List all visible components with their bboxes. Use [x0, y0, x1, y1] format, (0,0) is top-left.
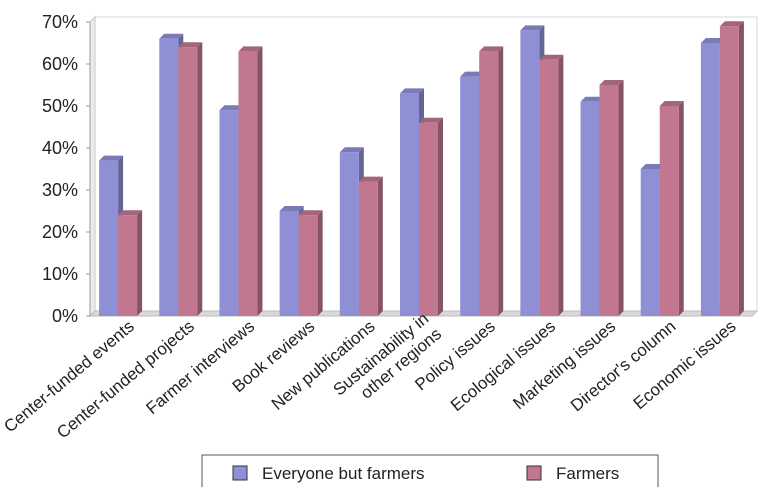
- x-category-label-line: Director's column: [567, 317, 679, 416]
- bar-side-farmers: [738, 21, 744, 316]
- bar-everyone-but-farmers: [279, 211, 299, 316]
- x-category-label: Director's column: [567, 317, 679, 416]
- bar-farmers: [479, 51, 499, 317]
- plot-side-wall: [89, 15, 96, 318]
- bar-top-everyone-but-farmers: [159, 33, 184, 39]
- bar-farmers: [238, 51, 258, 317]
- bar-everyone-but-farmers: [580, 101, 600, 316]
- bar-side-farmers: [257, 46, 263, 317]
- bar-side-farmers: [377, 176, 383, 316]
- bar-farmers: [178, 47, 198, 316]
- bar-farmers: [659, 106, 679, 316]
- bar-top-farmers: [599, 80, 624, 85]
- x-category-label: Sustainability inother regions: [330, 309, 446, 415]
- bar-top-everyone-but-farmers: [700, 38, 725, 43]
- bar-side-farmers: [618, 80, 624, 316]
- bar-everyone-but-farmers: [159, 38, 179, 317]
- bar-side-farmers: [438, 117, 443, 316]
- legend-box: [201, 454, 659, 487]
- legend-swatch-everyone-but-farmers: [232, 465, 248, 481]
- bar-top-farmers: [358, 176, 383, 182]
- bar-top-everyone-but-farmers: [400, 88, 424, 94]
- y-axis: 0% 10% 20% 30% 40% 50% 60% 70%: [42, 12, 91, 326]
- y-tick-label: 40%: [42, 138, 78, 158]
- bar-everyone-but-farmers: [640, 169, 660, 316]
- bar-side-farmers: [558, 54, 564, 317]
- bar-top-farmers: [178, 42, 203, 48]
- x-category-label: Economic issues: [630, 317, 740, 414]
- bar-top-everyone-but-farmers: [279, 206, 304, 211]
- bar-top-farmers: [479, 46, 504, 52]
- bar-farmers: [599, 85, 619, 316]
- y-tick-label: 70%: [42, 12, 78, 32]
- legend-swatch-farmers: [526, 465, 542, 481]
- y-tick-label: 10%: [42, 264, 78, 284]
- bar-top-everyone-but-farmers: [580, 96, 605, 102]
- bar-top-farmers: [539, 54, 564, 60]
- bar-farmers: [419, 122, 438, 316]
- y-tick-label: 0%: [52, 306, 78, 326]
- bar-farmers: [539, 59, 559, 317]
- bar-top-farmers: [719, 21, 744, 27]
- bar-everyone-but-farmers: [400, 93, 419, 317]
- bar-everyone-but-farmers: [460, 76, 480, 316]
- bar-top-farmers: [659, 101, 684, 106]
- x-category-label-line: Economic issues: [630, 317, 740, 414]
- y-tick-label: 30%: [42, 180, 78, 200]
- x-category-label: Marketing issues: [509, 317, 619, 414]
- bar-farmers: [298, 215, 318, 316]
- bar-farmers: [358, 181, 378, 316]
- bar-top-farmers: [238, 46, 263, 52]
- bar-top-farmers: [118, 210, 143, 216]
- bar-farmers: [118, 215, 138, 316]
- x-category-label: Farmer interviews: [142, 317, 258, 418]
- x-category-label: Ecological issues: [447, 317, 559, 415]
- y-tick-label: 20%: [42, 222, 78, 242]
- bars-group: [99, 21, 744, 317]
- legend: Everyone but farmers Farmers: [201, 454, 659, 487]
- bar-top-everyone-but-farmers: [219, 105, 244, 111]
- bar-top-everyone-but-farmers: [339, 147, 364, 153]
- bar-everyone-but-farmers: [520, 30, 540, 317]
- bar-everyone-but-farmers: [339, 152, 359, 316]
- x-category-label-line: Ecological issues: [447, 317, 559, 415]
- bar-everyone-but-farmers: [99, 160, 119, 316]
- bar-side-farmers: [197, 42, 203, 316]
- y-tick-label: 50%: [42, 96, 78, 116]
- x-category-label-line: Marketing issues: [509, 317, 619, 414]
- bar-top-everyone-but-farmers: [99, 155, 124, 161]
- legend-label-everyone-but-farmers: Everyone but farmers: [262, 464, 425, 483]
- bar-top-everyone-but-farmers: [460, 71, 485, 77]
- bar-top-farmers: [298, 210, 323, 216]
- bar-side-farmers: [317, 210, 323, 316]
- legend-label-farmers: Farmers: [556, 464, 619, 483]
- x-category-label-line: Farmer interviews: [142, 317, 258, 418]
- bar-side-farmers: [678, 101, 684, 316]
- bar-top-everyone-but-farmers: [640, 164, 665, 169]
- y-tick-label: 60%: [42, 54, 78, 74]
- bar-top-everyone-but-farmers: [520, 25, 545, 31]
- bar-side-farmers: [498, 46, 504, 317]
- bar-top-farmers: [419, 117, 443, 123]
- bar-farmers: [719, 26, 739, 316]
- bar-everyone-but-farmers: [219, 110, 239, 316]
- bar-side-farmers: [137, 210, 143, 316]
- bar-everyone-but-farmers: [700, 43, 720, 316]
